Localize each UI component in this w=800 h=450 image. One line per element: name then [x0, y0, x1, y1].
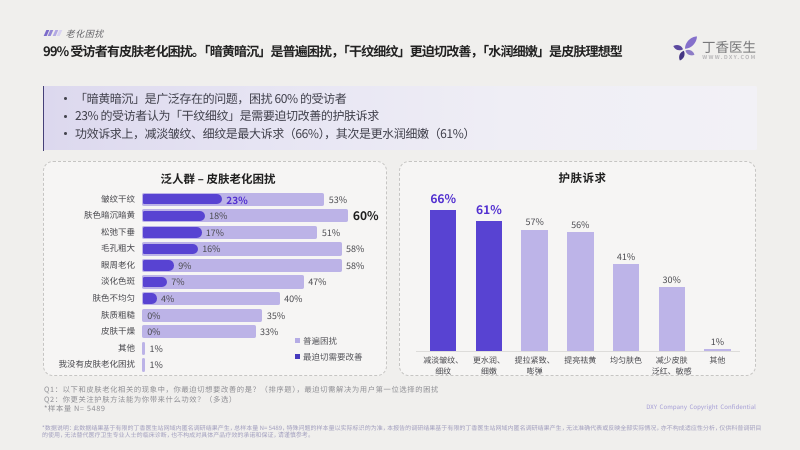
svg-text:丁香医生: 丁香医生 [702, 36, 756, 56]
svg-text:WWW.DXY.COM: WWW.DXY.COM [702, 53, 756, 61]
